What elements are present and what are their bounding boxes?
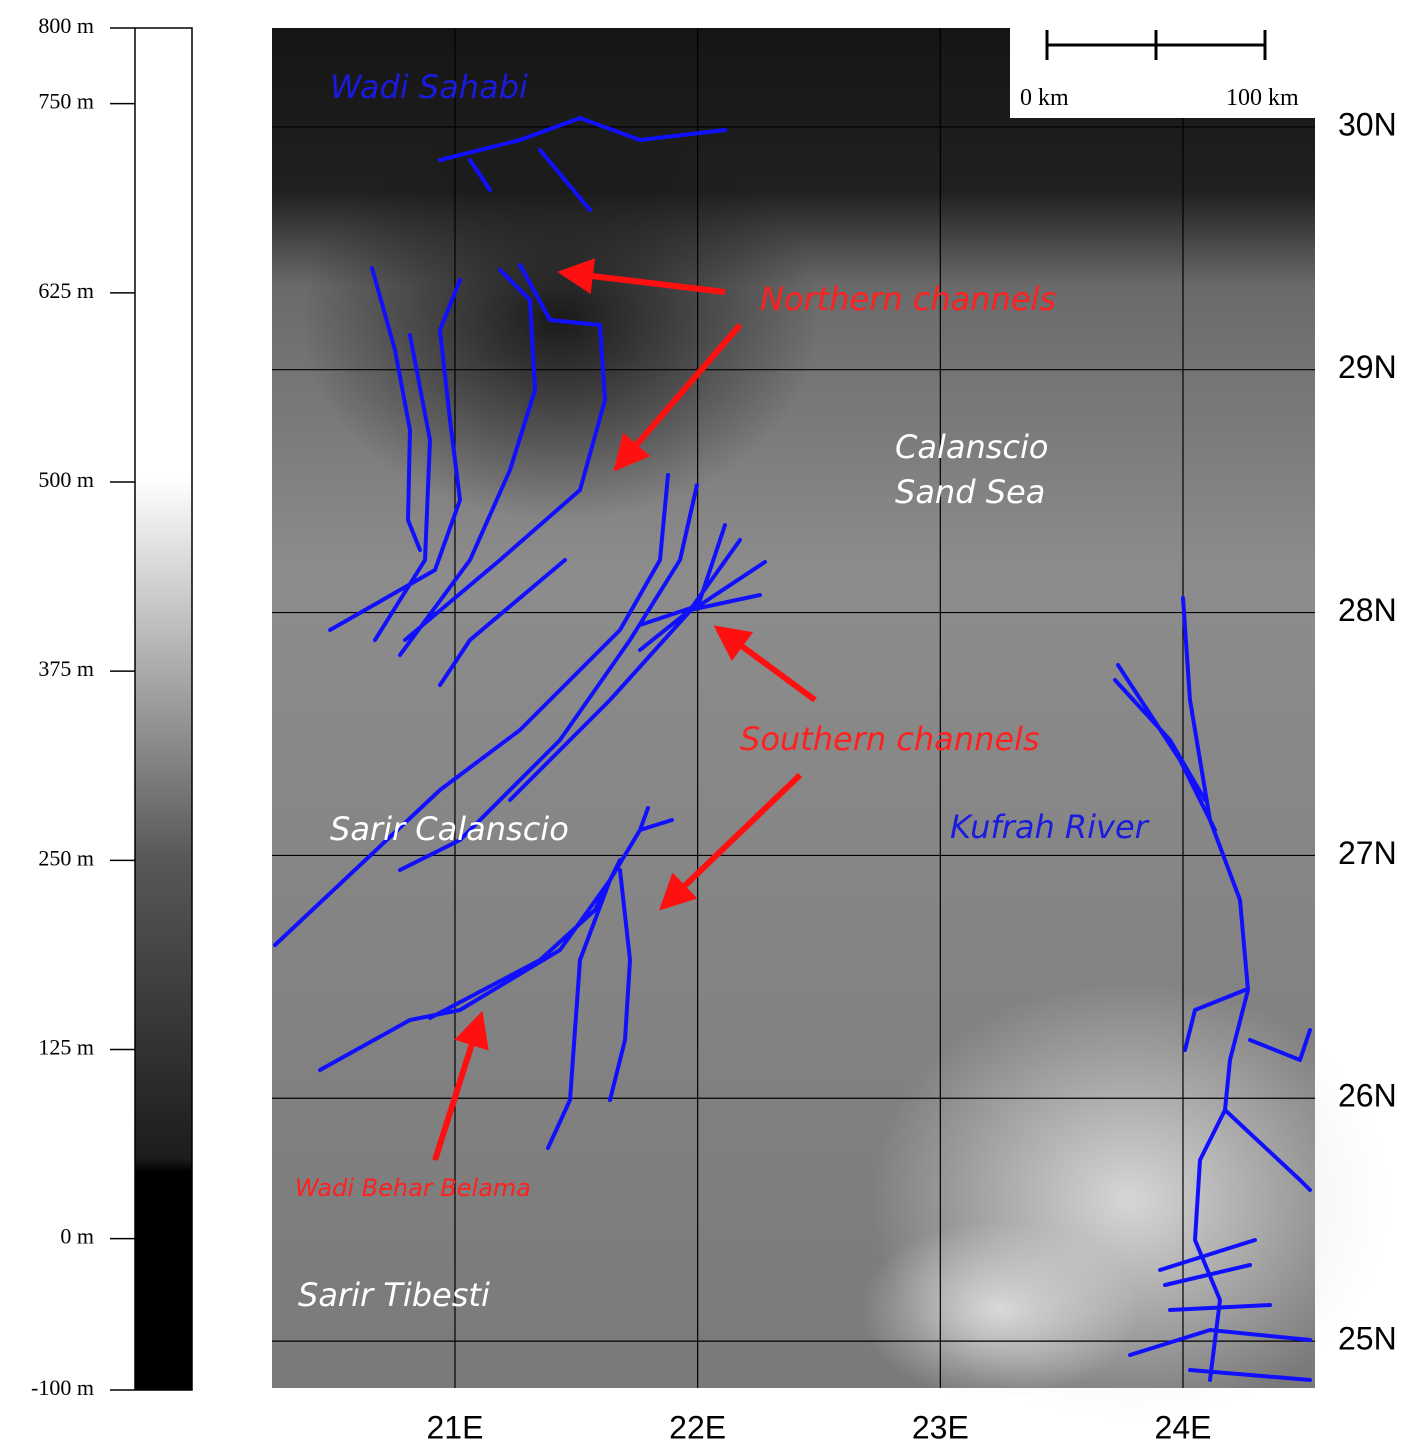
label-southern-channels: Southern channels — [740, 720, 1040, 758]
legend-label: 750 m — [38, 89, 94, 114]
longitude-label: 23E — [912, 1409, 969, 1445]
legend-ticks: 800 m 750 m 625 m 500 m 375 m 250 m 125 m 0 m -1… — [31, 13, 135, 1400]
longitude-label: 21E — [427, 1409, 484, 1445]
label-wadi-behar-belama: Wadi Behar Belama — [295, 1174, 531, 1202]
legend-label: 375 m — [38, 656, 94, 681]
legend-label: -100 m — [31, 1375, 94, 1400]
scale-end: 100 km — [1226, 85, 1299, 111]
legend-label: 800 m — [38, 13, 94, 38]
legend-label: 625 m — [38, 278, 94, 303]
legend-label: 125 m — [38, 1035, 94, 1060]
label-sarir-calanscio: Sarir Calanscio — [330, 810, 569, 848]
latitude-label: 25N — [1338, 1321, 1397, 1357]
label-northern-channels: Northern channels — [760, 280, 1056, 318]
legend-label: 500 m — [38, 467, 94, 492]
label-calanscio: Calanscio — [895, 428, 1048, 466]
latitude-label: 30N — [1338, 106, 1397, 142]
longitude-label: 22E — [669, 1409, 726, 1445]
elevation-bar — [135, 28, 192, 1390]
map-figure: 800 m 750 m 625 m 500 m 375 m 250 m 125 m 0 m -1… — [0, 0, 1425, 1451]
label-sand-sea: Sand Sea — [895, 473, 1045, 511]
label-wadi-sahabi: Wadi Sahabi — [330, 68, 528, 106]
label-sarir-tibesti: Sarir Tibesti — [298, 1276, 490, 1314]
scale-start: 0 km — [1020, 85, 1069, 111]
latitude-label: 26N — [1338, 1078, 1397, 1114]
latitude-label: 28N — [1338, 592, 1397, 628]
label-kufrah-river: Kufrah River — [950, 808, 1150, 846]
scale-bar: 0 km 100 km — [1010, 28, 1315, 118]
latitude-label: 27N — [1338, 835, 1397, 871]
latitude-label: 29N — [1338, 349, 1397, 385]
longitude-label: 24E — [1155, 1409, 1212, 1445]
legend-label: 250 m — [38, 845, 94, 870]
legend-label: 0 m — [60, 1224, 94, 1249]
